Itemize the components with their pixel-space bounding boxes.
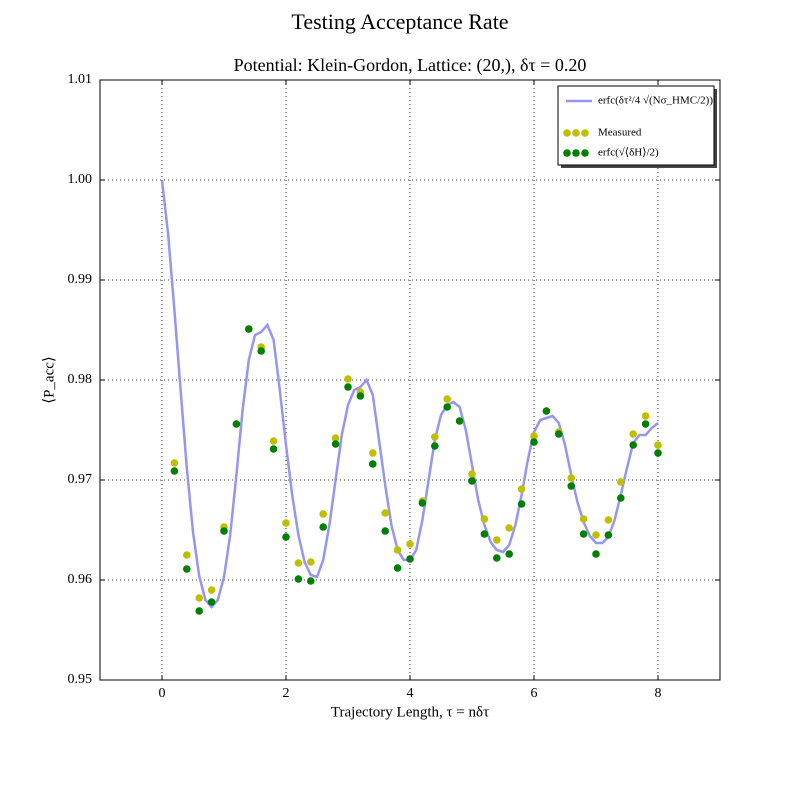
legend-label: erfc(√⟨δH⟩/2) [598, 147, 659, 159]
point [431, 433, 439, 441]
y-tick-label: 0.97 [68, 472, 93, 487]
point [356, 392, 365, 400]
x-axis-label: Trajectory Length, τ = nδτ [331, 704, 489, 720]
point [381, 527, 390, 535]
x-tick-label: 8 [655, 686, 662, 701]
point [381, 509, 390, 517]
point [331, 440, 340, 448]
point [604, 516, 613, 524]
point [443, 403, 452, 411]
point [195, 607, 203, 615]
point [604, 531, 613, 539]
point [307, 558, 315, 566]
point [493, 536, 501, 544]
point [505, 550, 513, 558]
point [641, 420, 650, 428]
point [344, 383, 352, 391]
point [418, 499, 427, 507]
point [579, 530, 588, 538]
point [617, 494, 625, 502]
point [654, 441, 662, 449]
point [579, 515, 588, 523]
chart-subtitle: Potential: Klein-Gordon, Lattice: (20,),… [234, 55, 587, 76]
point [195, 594, 203, 602]
legend-label: erfc(δτ²/4 √(Nσ_HMC/2)) [598, 95, 713, 107]
point [592, 531, 600, 539]
legend-swatch [563, 129, 571, 137]
point [344, 375, 352, 383]
point [282, 519, 290, 527]
point [220, 527, 228, 535]
point [530, 432, 538, 440]
point [443, 395, 452, 403]
point [331, 434, 340, 442]
legend-label: Measured [598, 127, 642, 139]
y-axis-label: ⟨P_acc⟩ [41, 356, 57, 404]
point [294, 559, 303, 567]
point [245, 325, 253, 333]
point [617, 478, 625, 486]
point [493, 554, 501, 562]
point [480, 515, 489, 523]
point [542, 407, 551, 415]
point [207, 586, 216, 594]
point [232, 420, 241, 428]
point [294, 575, 303, 583]
legend-swatch [572, 129, 580, 137]
point [517, 485, 526, 493]
legend-swatch [563, 149, 571, 157]
point [406, 555, 414, 563]
point [170, 467, 179, 475]
point [505, 524, 513, 532]
point [406, 540, 414, 548]
point [269, 437, 278, 445]
point [468, 470, 476, 478]
point [530, 438, 538, 446]
y-tick-label: 0.99 [68, 272, 93, 287]
point [592, 550, 600, 558]
point [517, 500, 526, 508]
legend-swatch [572, 149, 580, 157]
x-tick-label: 6 [531, 686, 538, 701]
point [393, 546, 402, 554]
x-tick-label: 4 [407, 686, 414, 701]
point [282, 533, 290, 541]
point [307, 577, 315, 585]
y-tick-label: 0.95 [68, 672, 93, 687]
point [183, 565, 191, 573]
point [269, 445, 278, 453]
point [468, 477, 476, 485]
point [207, 598, 216, 606]
legend-swatch [581, 149, 589, 157]
x-tick-label: 0 [159, 686, 166, 701]
point [567, 482, 575, 490]
chart-title: Testing Acceptance Rate [291, 9, 508, 34]
legend-swatch [581, 129, 589, 137]
point [480, 530, 489, 538]
point [455, 417, 464, 425]
point [567, 474, 575, 482]
point [629, 430, 637, 438]
point [369, 460, 377, 468]
point [629, 441, 637, 449]
point [369, 449, 377, 457]
point [431, 442, 439, 450]
point [654, 449, 662, 457]
point [170, 459, 179, 467]
point [641, 412, 650, 420]
y-tick-label: 0.98 [68, 372, 93, 387]
plot-area [160, 179, 662, 615]
point [555, 430, 563, 438]
point [183, 551, 191, 559]
y-tick-label: 0.96 [68, 572, 93, 587]
point [319, 523, 328, 531]
point [257, 347, 266, 355]
point [319, 510, 328, 518]
y-tick-label: 1.00 [68, 172, 93, 187]
point [393, 564, 402, 572]
y-tick-label: 1.01 [68, 72, 93, 87]
legend: erfc(δτ²/4 √(Nσ_HMC/2)) Measured erfc(√⟨δH… [557, 85, 717, 168]
x-tick-label: 2 [283, 686, 290, 701]
